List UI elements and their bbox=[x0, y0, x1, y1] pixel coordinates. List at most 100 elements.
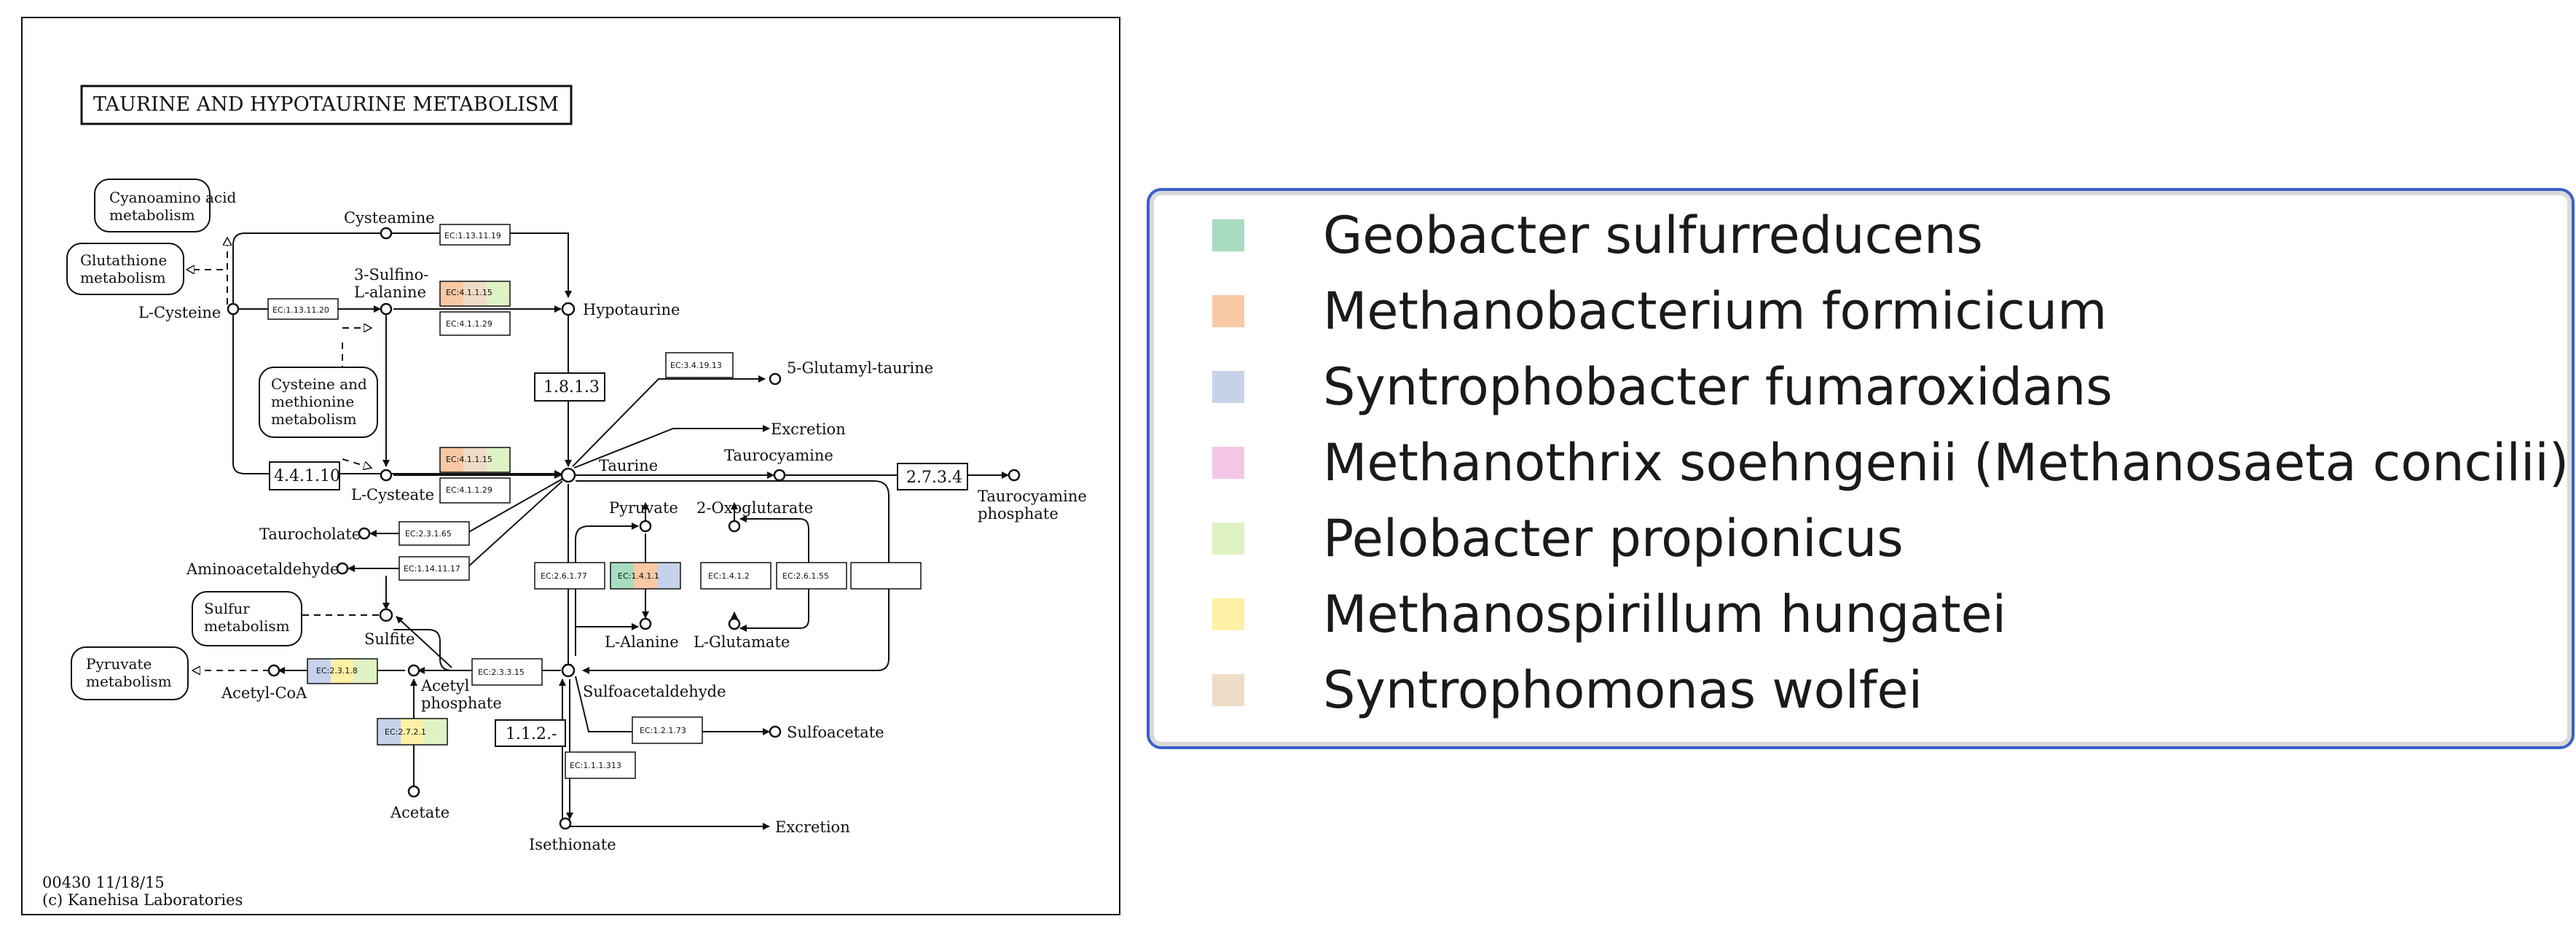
label-taurocholate: Taurocholate bbox=[259, 525, 361, 543]
enzyme-1-1-2: 1.1.2.- bbox=[495, 719, 566, 747]
svg-text:EC:1.13.11.20: EC:1.13.11.20 bbox=[272, 305, 329, 315]
legend-label: Syntrophomonas wolfei bbox=[1323, 660, 1923, 720]
label-sulfite: Sulfite bbox=[364, 630, 415, 648]
enzyme-blank bbox=[850, 562, 922, 590]
diagram-title: TAURINE AND HYPOTAURINE METABOLISM bbox=[93, 93, 559, 116]
enzyme-ec-1-13-11-20: EC:1.13.11.20 bbox=[267, 298, 339, 320]
diagram-footer-copyright: (c) Kanehisa Laboratories bbox=[42, 891, 243, 909]
svg-text:1.8.1.3: 1.8.1.3 bbox=[543, 378, 600, 396]
legend-label: Syntrophobacter fumaroxidans bbox=[1323, 357, 2113, 417]
svg-text:methionine: methionine bbox=[271, 393, 354, 410]
svg-text:metabolism: metabolism bbox=[109, 206, 195, 224]
legend-label: Geobacter sulfurreducens bbox=[1323, 206, 1983, 265]
svg-text:EC:3.4.19.13: EC:3.4.19.13 bbox=[670, 361, 722, 370]
enzyme-ec-2-3-3-15: EC:2.3.3.15 bbox=[471, 658, 543, 686]
pathway-box-sulfur[interactable]: Sulfur metabolism bbox=[192, 591, 302, 646]
legend-item: Methanothrix soehngenii (Methanosaeta co… bbox=[1212, 430, 2569, 496]
enzyme-ec-3-4-19-13: EC:3.4.19.13 bbox=[665, 352, 734, 378]
label-acetate: Acetate bbox=[390, 804, 449, 821]
label-sulfoacetate: Sulfoacetate bbox=[787, 724, 884, 741]
svg-text:EC:2.6.1.55: EC:2.6.1.55 bbox=[782, 571, 829, 581]
label-pyruvate: Pyruvate bbox=[609, 499, 678, 517]
legend-label: Methanothrix soehngenii (Methanosaeta co… bbox=[1323, 433, 2569, 493]
label-cysteamine: Cysteamine bbox=[344, 209, 435, 227]
svg-text:EC:2.3.1.8: EC:2.3.1.8 bbox=[316, 666, 358, 676]
pathway-box-pyruvate[interactable]: Pyruvate metabolism bbox=[71, 646, 189, 700]
enzyme-1-8-1-3: 1.8.1.3 bbox=[534, 372, 605, 402]
enzyme-4-4-1-10: 4.4.1.10 bbox=[269, 461, 340, 490]
legend-item: Methanospirillum hungatei bbox=[1212, 582, 2006, 647]
legend-item: Geobacter sulfurreducens bbox=[1212, 203, 1983, 268]
svg-text:EC:4.1.1.29: EC:4.1.1.29 bbox=[446, 319, 492, 329]
reaction-edges bbox=[232, 232, 1009, 830]
enzyme-ec-1-2-1-73: EC:1.2.1.73 bbox=[632, 716, 703, 744]
legend-swatch-pelobacter bbox=[1212, 523, 1244, 555]
enzyme-ec-1-14-11-17: EC:1.14.11.17 bbox=[398, 556, 470, 581]
enzyme-ec-4-1-1-15-a: EC:4.1.1.15 bbox=[439, 281, 511, 307]
label-sulfoacetaldehyde: Sulfoacetaldehyde bbox=[583, 683, 726, 700]
label-taurocyamine: Taurocyamine bbox=[724, 447, 833, 464]
legend-label: Methanospirillum hungatei bbox=[1323, 584, 2007, 644]
enzyme-ec-1-4-1-1: EC:1.4.1.1 bbox=[610, 562, 681, 590]
legend-item: Pelobacter propionicus bbox=[1212, 506, 1904, 571]
svg-text:EC:4.1.1.29: EC:4.1.1.29 bbox=[446, 485, 492, 495]
label-aminoacetaldehyde: Aminoacetaldehyde bbox=[186, 560, 339, 578]
svg-text:EC:1.14.11.17: EC:1.14.11.17 bbox=[404, 564, 460, 574]
compound-nodes bbox=[227, 227, 1021, 830]
svg-text:Cyanoamino acid: Cyanoamino acid bbox=[109, 189, 237, 206]
label-isethionate: Isethionate bbox=[529, 836, 616, 853]
label-excretion-bottom: Excretion bbox=[775, 818, 850, 836]
legend-swatch-syntrophomonas bbox=[1212, 674, 1244, 706]
svg-text:4.4.1.10: 4.4.1.10 bbox=[274, 467, 340, 485]
diagram-footer-id: 00430 11/18/15 bbox=[42, 874, 165, 891]
enzyme-ec-2-7-2-1: EC:2.7.2.1 bbox=[377, 718, 448, 746]
label-taurine: Taurine bbox=[599, 457, 658, 474]
label-glutamyl-taurine: 5-Glutamyl-taurine bbox=[787, 359, 933, 377]
enzyme-ec-1-1-1-313: EC:1.1.1.313 bbox=[565, 751, 636, 779]
svg-text:EC:1.4.1.1: EC:1.4.1.1 bbox=[618, 571, 659, 581]
svg-text:1.1.2.-: 1.1.2.- bbox=[506, 725, 557, 743]
svg-text:EC:2.6.1.77: EC:2.6.1.77 bbox=[541, 571, 587, 581]
svg-text:Pyruvate: Pyruvate bbox=[86, 655, 152, 673]
svg-text:metabolism: metabolism bbox=[86, 673, 172, 690]
enzyme-boxes[interactable]: EC:1.13.11.19 EC:1.13.11.20 EC:4.1.1.15 … bbox=[267, 224, 968, 779]
label-taurocyamine-phosphate: Taurocyamine bbox=[978, 488, 1087, 505]
svg-text:EC:2.7.2.1: EC:2.7.2.1 bbox=[385, 727, 426, 737]
svg-text:EC:1.4.1.2: EC:1.4.1.2 bbox=[708, 571, 750, 581]
enzyme-ec-4-1-1-29-b: EC:4.1.1.29 bbox=[439, 477, 511, 504]
legend-swatch-methanobacterium bbox=[1212, 295, 1244, 327]
legend-swatch-geobacter bbox=[1212, 219, 1244, 251]
pathway-box-glutathione[interactable]: Glutathione metabolism bbox=[66, 243, 184, 295]
label-acetyl-phosphate-2: phosphate bbox=[421, 695, 502, 712]
enzyme-ec-4-1-1-15-b: EC:4.1.1.15 bbox=[439, 447, 511, 473]
title-box bbox=[80, 85, 573, 125]
svg-text:EC:4.1.1.15: EC:4.1.1.15 bbox=[446, 455, 492, 464]
label-sulfino-alanine-2: L-alanine bbox=[354, 283, 426, 301]
pathway-diagram: TAURINE AND HYPOTAURINE METABOLISM bbox=[21, 17, 1120, 915]
label-excretion-top: Excretion bbox=[771, 420, 846, 438]
label-l-cysteate: L-Cysteate bbox=[351, 486, 434, 504]
svg-text:EC:4.1.1.15: EC:4.1.1.15 bbox=[446, 288, 492, 297]
label-l-cysteine: L-Cysteine bbox=[138, 304, 221, 321]
label-taurocyamine-phosphate-2: phosphate bbox=[978, 505, 1059, 523]
label-acetyl-coa: Acetyl-CoA bbox=[221, 684, 307, 702]
legend-label: Pelobacter propionicus bbox=[1323, 509, 1904, 568]
legend-panel: Geobacter sulfurreducens Methanobacteriu… bbox=[1147, 188, 2575, 749]
pathway-box-cyanoamino[interactable]: Cyanoamino acid metabolism bbox=[94, 179, 237, 232]
label-l-alanine: L-Alanine bbox=[605, 633, 679, 651]
pathway-box-cysteine-methionine[interactable]: Cysteine and methionine metabolism bbox=[259, 367, 378, 438]
pathway-links bbox=[186, 238, 379, 670]
enzyme-ec-2-6-1-55: EC:2.6.1.55 bbox=[776, 562, 847, 590]
legend-label: Methanobacterium formicicum bbox=[1323, 281, 2108, 341]
enzyme-ec-2-3-1-65: EC:2.3.1.65 bbox=[398, 521, 470, 546]
svg-text:Sulfur: Sulfur bbox=[204, 600, 250, 617]
enzyme-2-7-3-4: 2.7.3.4 bbox=[897, 463, 968, 490]
legend-item: Syntrophomonas wolfei bbox=[1212, 657, 1923, 723]
enzyme-ec-1-4-1-2: EC:1.4.1.2 bbox=[700, 562, 771, 590]
legend-item: Syntrophobacter fumaroxidans bbox=[1212, 354, 2113, 420]
enzyme-ec-4-1-1-29-a: EC:4.1.1.29 bbox=[439, 311, 511, 336]
svg-text:EC:2.3.1.65: EC:2.3.1.65 bbox=[405, 529, 452, 539]
compound-labels: Cysteamine 3-Sulfino- L-alanine L-Cystei… bbox=[138, 209, 1087, 853]
legend-item: Methanobacterium formicicum bbox=[1212, 278, 2107, 344]
label-oxoglutarate: 2-Oxoglutarate bbox=[696, 499, 813, 517]
